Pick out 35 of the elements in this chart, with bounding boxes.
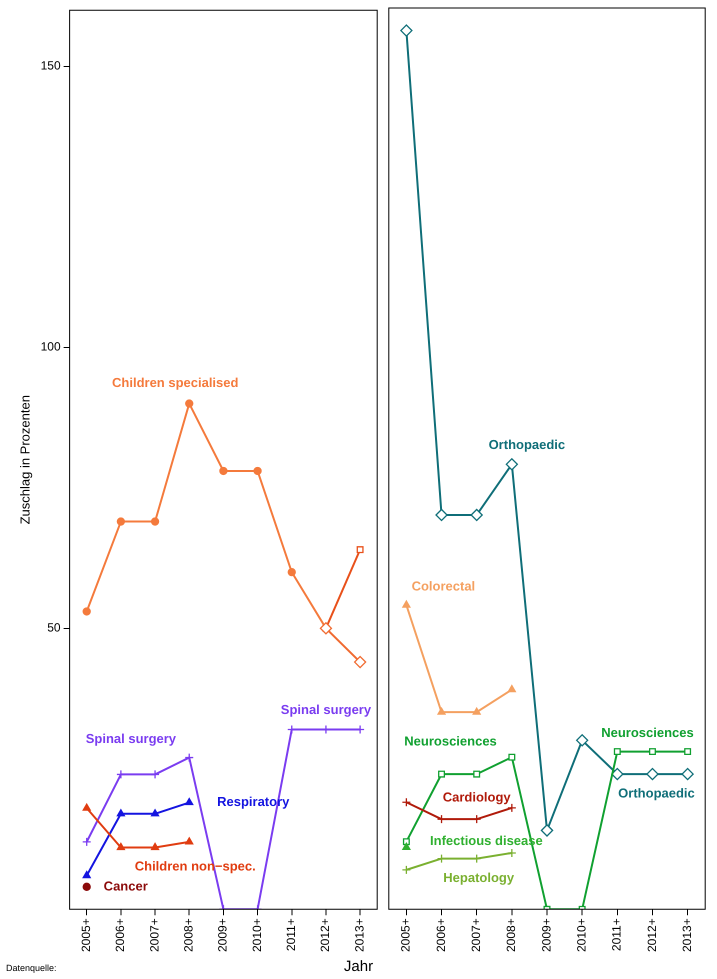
series-label: Spinal surgery bbox=[280, 702, 372, 718]
series-label: Colorectal bbox=[412, 578, 476, 594]
series-label: Neurosciences bbox=[601, 725, 694, 740]
x-tick-label: 2008+ bbox=[504, 918, 518, 952]
x-axis-title: Jahr bbox=[344, 958, 374, 975]
y-tick-label: 100 bbox=[40, 340, 61, 354]
x-tick-label: 2009+ bbox=[539, 918, 554, 952]
series-label: Hepatology bbox=[443, 870, 515, 886]
y-axis-title: Zuschlag in Prozenten bbox=[17, 395, 32, 524]
series-label: Orthopaedic bbox=[618, 786, 695, 801]
series-label: Orthopaedic bbox=[488, 436, 566, 452]
x-tick-label: 2013+ bbox=[680, 918, 694, 952]
series-label: Neurosciences bbox=[404, 734, 497, 749]
x-tick-label: 2008+ bbox=[182, 918, 196, 952]
x-tick-label: 2005+ bbox=[398, 918, 413, 952]
x-tick-label: 2012+ bbox=[318, 918, 332, 952]
x-tick-label: 2006+ bbox=[434, 918, 448, 952]
x-tick-label: 2013+ bbox=[352, 918, 366, 952]
x-tick-label: 2007+ bbox=[147, 918, 162, 952]
y-tick-label: 150 bbox=[40, 58, 61, 73]
x-tick-label: 2011+ bbox=[610, 918, 624, 952]
x-tick-label: 2011+ bbox=[284, 918, 298, 952]
series-label: Children specialised bbox=[112, 375, 239, 390]
text: Datenquelle: bbox=[6, 963, 57, 973]
series-label: Cardiology bbox=[442, 790, 512, 805]
x-tick-label: 2012+ bbox=[644, 918, 659, 952]
series-label: Spinal surgery bbox=[86, 731, 177, 746]
x-tick-label: 2009+ bbox=[216, 918, 230, 952]
x-tick-label: 2007+ bbox=[469, 918, 483, 952]
y-tick-label: 50 bbox=[47, 620, 61, 635]
x-tick-label: 2010+ bbox=[250, 918, 264, 952]
series-label: Cancer bbox=[104, 878, 148, 894]
x-tick-label: 2010+ bbox=[574, 918, 588, 952]
x-tick-label: 2006+ bbox=[113, 918, 128, 952]
x-tick-label: 2005+ bbox=[79, 918, 94, 952]
